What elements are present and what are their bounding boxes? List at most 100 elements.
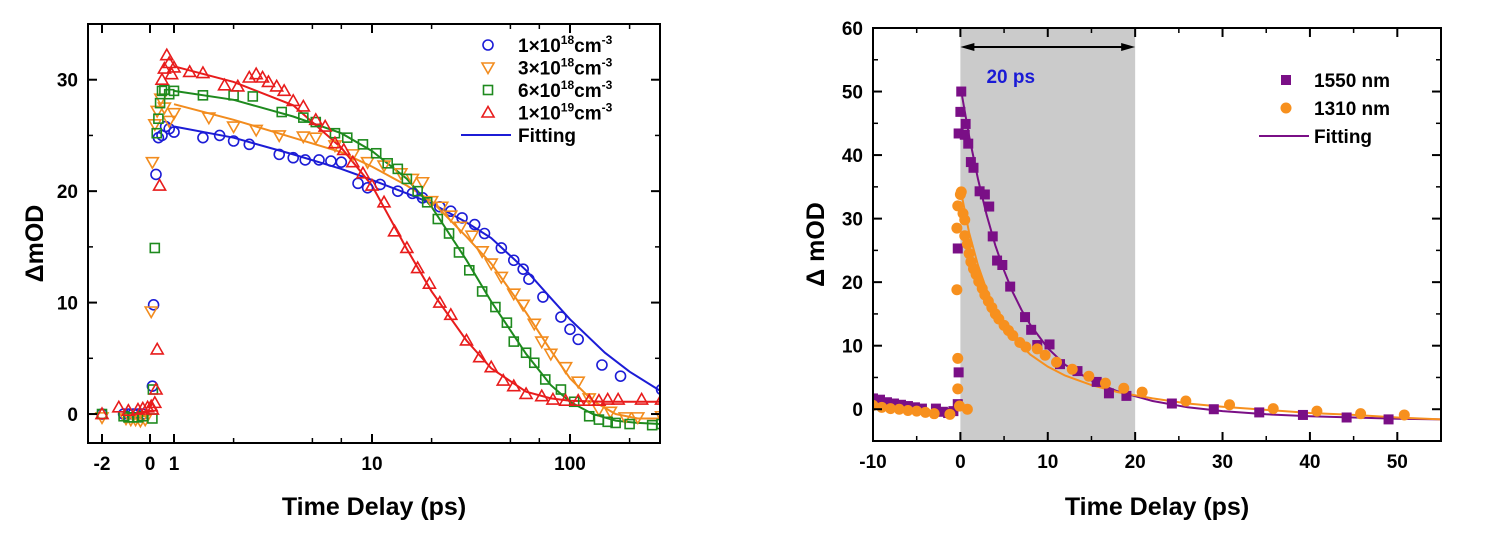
data-point <box>884 403 896 415</box>
data-point <box>352 177 364 190</box>
data-point <box>317 118 333 132</box>
y-tick-label: 10 <box>842 337 863 358</box>
data-point <box>518 386 534 400</box>
data-point <box>564 323 576 336</box>
data-point <box>1031 343 1043 355</box>
annotation-label: 20 ps <box>986 67 1035 88</box>
data-point <box>147 395 163 409</box>
data-point <box>1007 330 1019 342</box>
data-point <box>1091 376 1102 387</box>
data-point <box>959 129 970 140</box>
x-tick-label: 50 <box>1387 452 1408 473</box>
y-tick-label: 30 <box>842 210 863 231</box>
data-point <box>154 97 166 109</box>
data-point <box>555 311 567 323</box>
data-point <box>148 381 164 395</box>
y-tick-label: 50 <box>842 83 863 104</box>
data-point <box>261 74 276 88</box>
y-tick-label: 20 <box>57 182 78 203</box>
data-point <box>506 288 522 302</box>
legend-item: 3×1018cm-3 <box>480 56 613 80</box>
data-point <box>937 406 948 417</box>
data-point <box>360 156 375 170</box>
data-point <box>243 138 256 151</box>
data-point <box>1020 312 1031 323</box>
data-point <box>355 165 371 179</box>
data-point <box>1083 370 1095 382</box>
data-point <box>997 259 1008 270</box>
data-point <box>617 412 633 425</box>
x-tick-label: 0 <box>145 454 156 475</box>
axes-frame <box>872 27 1442 442</box>
legend: 1550 nm 1310 nm Fitting <box>1259 71 1390 148</box>
data-point <box>415 176 430 190</box>
data-point <box>1072 366 1083 377</box>
data-point <box>1267 403 1279 415</box>
data-point <box>610 417 621 429</box>
data-point <box>217 77 232 91</box>
data-point <box>1383 414 1394 425</box>
data-point <box>1180 395 1192 407</box>
y-tick-label: 60 <box>842 19 863 40</box>
data-point <box>248 124 264 138</box>
data-point <box>959 214 971 226</box>
data-point <box>953 367 964 378</box>
data-point <box>434 201 450 215</box>
data-point <box>961 403 973 415</box>
x-tick-label: -10 <box>859 452 886 473</box>
data-point <box>572 333 584 346</box>
data-point <box>1166 398 1177 409</box>
data-point <box>156 85 168 97</box>
data-point <box>952 383 964 395</box>
data-point <box>944 408 956 420</box>
data-point <box>654 410 660 422</box>
data-point <box>911 405 923 417</box>
data-point <box>881 397 892 408</box>
legend-label: 1×1019cm-3 <box>518 101 613 125</box>
data-point <box>965 157 976 168</box>
data-point <box>145 156 160 170</box>
data-point <box>401 173 413 185</box>
legend-item: 1×1018cm-3 <box>482 33 613 57</box>
data-point <box>276 83 292 97</box>
data-point <box>902 405 914 417</box>
data-point <box>405 173 420 187</box>
data-point <box>149 242 161 254</box>
data-point <box>392 185 404 197</box>
legend-item: 6×1018cm-3 <box>482 78 613 102</box>
data-point <box>614 370 627 382</box>
data-point <box>298 112 309 123</box>
data-point <box>325 155 337 167</box>
data-point <box>495 242 508 254</box>
data-point <box>1224 399 1236 411</box>
data-point <box>149 341 165 355</box>
data-point <box>364 177 380 191</box>
data-point <box>376 194 392 208</box>
data-point <box>255 69 270 83</box>
x-tick-label: 10 <box>1037 452 1058 473</box>
data-point <box>421 196 433 208</box>
data-point <box>313 154 325 166</box>
data-point <box>443 307 459 321</box>
data-point <box>147 299 160 311</box>
x-axis-title: Time Delay (ps) <box>1065 493 1249 521</box>
data-point <box>570 376 586 390</box>
data-point <box>432 294 448 308</box>
legend-marker-icon <box>482 39 494 51</box>
data-point <box>422 276 437 289</box>
data-point <box>1297 409 1308 420</box>
series-1 <box>873 186 1410 421</box>
data-point <box>164 66 179 80</box>
data-point <box>483 359 499 373</box>
data-point <box>630 412 646 425</box>
data-point <box>558 393 573 406</box>
legend-marker-icon <box>1280 102 1292 114</box>
data-point <box>247 91 259 102</box>
data-point <box>443 210 459 224</box>
data-point <box>545 391 561 405</box>
data-point <box>336 142 352 156</box>
data-point <box>960 118 971 129</box>
data-point <box>287 151 300 164</box>
data-point <box>468 218 481 231</box>
data-point <box>227 135 240 147</box>
